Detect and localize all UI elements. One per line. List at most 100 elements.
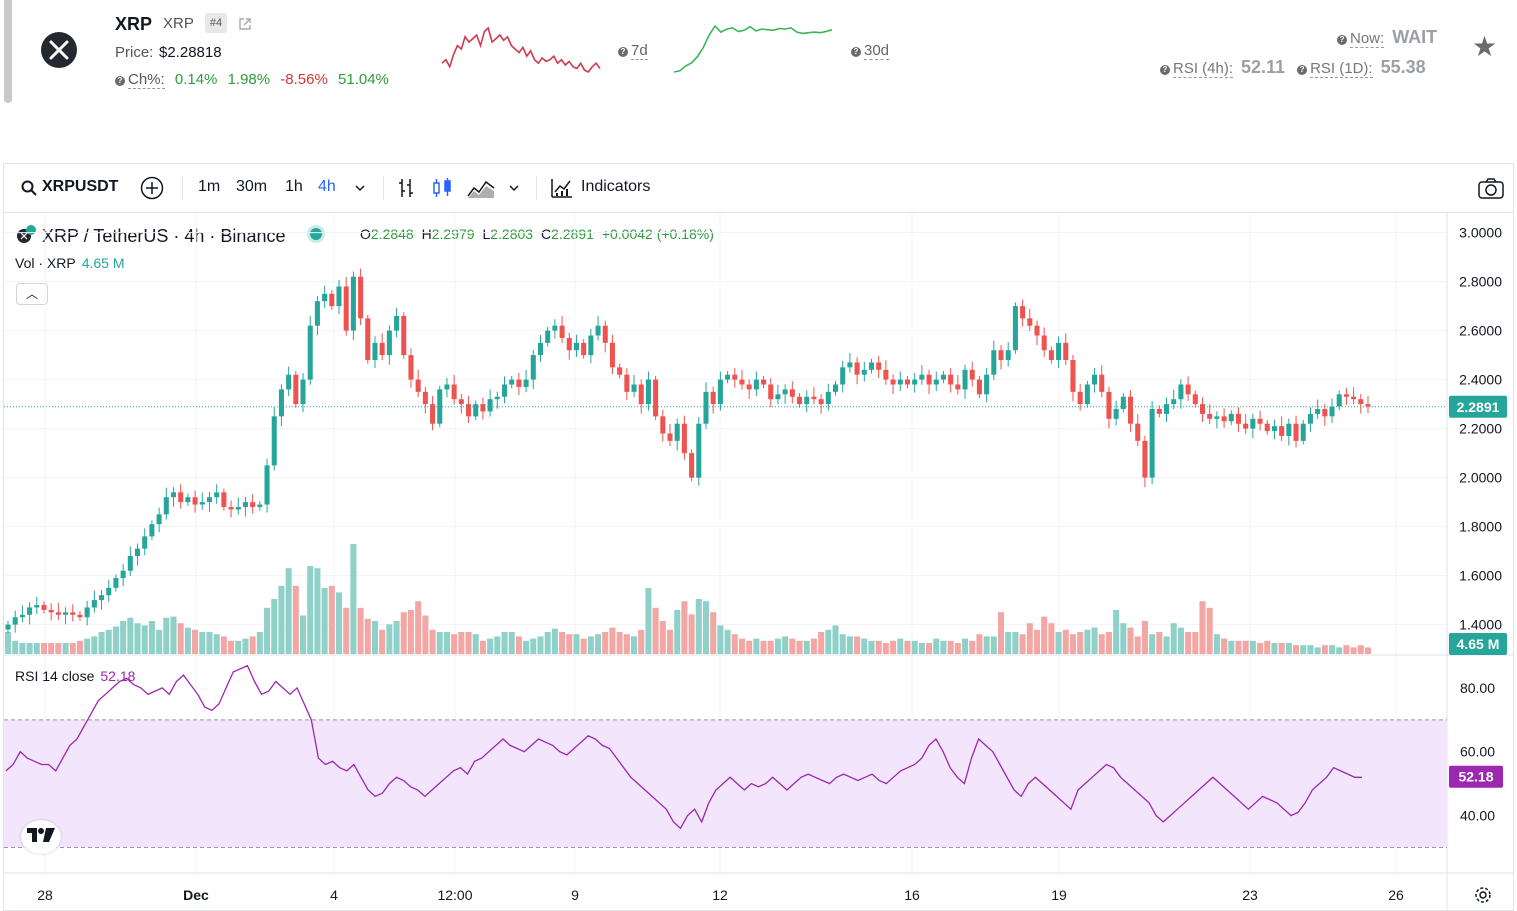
last-volume-tag: 4.65 M	[1457, 636, 1500, 652]
indicators-icon[interactable]	[549, 176, 575, 200]
star-icon[interactable]: ★	[1472, 31, 1498, 62]
rsi-4h-value: 52.11	[1241, 57, 1286, 77]
price-tick-label: 2.0000	[1459, 470, 1502, 486]
volume-bar	[738, 638, 745, 654]
interval-1h[interactable]: 1h	[285, 178, 303, 195]
interval-30m[interactable]: 30m	[236, 178, 268, 195]
candle-body	[782, 389, 788, 395]
volume-bar	[184, 627, 191, 654]
volume-bar	[645, 588, 652, 654]
indicators-button[interactable]: Indicators	[581, 178, 651, 195]
period-7d[interactable]: ? 7d	[618, 42, 648, 60]
last-volume-tag-bg	[1449, 633, 1507, 655]
candle-body	[581, 342, 587, 356]
volume-bar	[1228, 640, 1235, 654]
candle-body	[422, 391, 428, 405]
candle-body	[573, 342, 579, 351]
chevron-down-icon[interactable]	[508, 183, 520, 193]
settings-gear-icon[interactable]	[1473, 885, 1493, 905]
candle-body	[818, 399, 824, 405]
volume-bar	[1350, 647, 1357, 654]
volume-bar	[969, 640, 976, 654]
interval-1m[interactable]: 1m	[198, 178, 221, 195]
candle-body	[984, 374, 990, 395]
candle-body	[163, 497, 169, 515]
candle-body	[868, 362, 875, 370]
chevron-down-icon[interactable]	[354, 183, 366, 193]
tradingview-logo-icon[interactable]	[21, 820, 61, 854]
volume-bar	[62, 643, 69, 654]
candle-body	[991, 350, 997, 375]
area-chart-icon[interactable]	[466, 176, 496, 200]
candle-body	[1012, 306, 1018, 351]
candle-body	[832, 384, 839, 392]
volume-bar	[803, 640, 810, 654]
market-status-icon	[306, 225, 325, 243]
price-chart[interactable]: 3.0000 2.8000 2.6000 2.4000 2.2000 2.0000 1.80…	[0, 213, 1517, 911]
help-icon[interactable]: ?	[1297, 65, 1308, 75]
volume-bar	[839, 634, 846, 654]
volume-bar	[458, 632, 465, 654]
volume-bar	[1300, 645, 1307, 654]
candle-body	[487, 399, 493, 412]
rsi-1d-value: 55.38	[1380, 57, 1426, 77]
volume-bar	[33, 643, 40, 654]
volume-bar	[1012, 632, 1019, 654]
volume-bar	[595, 634, 602, 654]
volume-bar	[1336, 647, 1343, 654]
symbol-search[interactable]: XRPUSDT	[42, 178, 119, 195]
sparkline-path	[441, 26, 601, 74]
help-icon[interactable]: ?	[1337, 35, 1347, 45]
candle-body	[998, 350, 1004, 360]
candle-body	[286, 374, 292, 390]
volume-bar	[702, 601, 710, 654]
candle-body	[185, 497, 191, 503]
volume-bar	[947, 640, 954, 654]
search-icon[interactable]	[21, 180, 37, 196]
help-icon[interactable]: ?	[115, 76, 125, 86]
candle-body	[1271, 426, 1277, 432]
price-tick-label: 2.8000	[1459, 274, 1502, 290]
volume-bar	[177, 623, 184, 654]
candle-body	[41, 605, 47, 610]
candle-body	[904, 379, 910, 385]
help-icon[interactable]: ?	[851, 47, 861, 57]
candle-body	[430, 404, 436, 424]
card-accent-bar	[4, 0, 12, 103]
collapse-legend-button[interactable]: ︿	[16, 283, 48, 305]
help-icon[interactable]: ?	[618, 47, 628, 57]
volume-bar	[695, 599, 702, 654]
candle-body	[135, 548, 141, 556]
volume-bar	[688, 614, 695, 654]
candle-body	[84, 607, 90, 618]
period-30d[interactable]: ? 30d	[851, 42, 890, 60]
external-link-icon[interactable]	[238, 17, 252, 34]
volume-bar	[868, 640, 875, 654]
candle-body	[1264, 423, 1270, 432]
price-value: $2.28818	[159, 44, 222, 61]
candle-body	[293, 374, 299, 405]
volume-bar	[4, 632, 12, 654]
volume-bar	[631, 636, 638, 654]
series-title[interactable]: XRP / TetherUS · 4h · Binance	[42, 226, 286, 246]
volume-bar	[1321, 645, 1328, 654]
last-price-tag-bg	[1449, 395, 1507, 418]
volume-bar	[1213, 634, 1220, 654]
candle-body	[27, 607, 33, 615]
volume-bar	[1343, 645, 1350, 654]
interval-4h[interactable]: 4h	[318, 178, 336, 195]
price-tick-label: 2.2000	[1459, 421, 1502, 437]
candle-body	[717, 379, 723, 405]
add-symbol-icon[interactable]	[140, 176, 164, 200]
camera-icon[interactable]	[1477, 176, 1505, 200]
price-tick-label: 1.4000	[1459, 617, 1502, 633]
volume-bar	[156, 629, 163, 654]
volume-bar	[407, 610, 414, 654]
volume-bar	[530, 638, 537, 654]
bars-icon[interactable]	[396, 176, 416, 200]
volume-bar	[544, 632, 551, 654]
candles-icon[interactable]	[431, 176, 453, 200]
candle-body	[466, 404, 472, 417]
candle-body	[113, 578, 119, 588]
help-icon[interactable]: ?	[1160, 65, 1170, 75]
